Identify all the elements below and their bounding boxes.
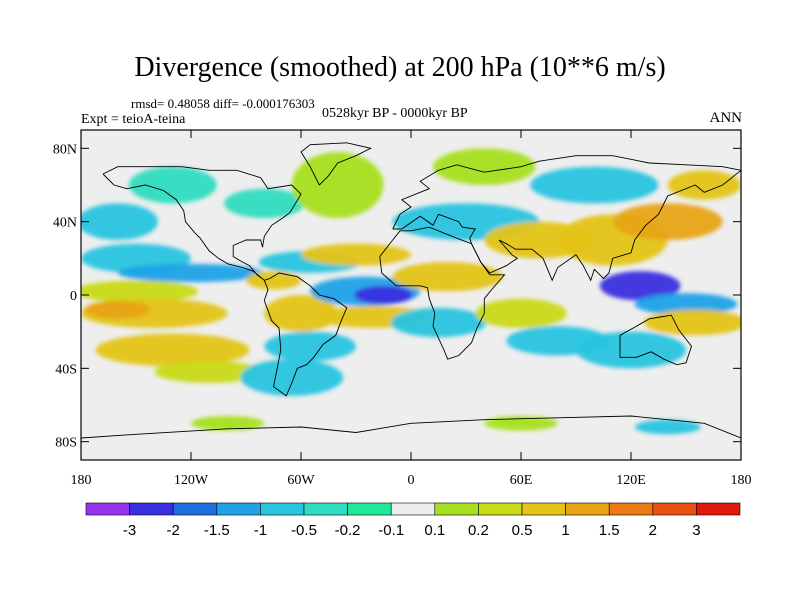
- contour-region-20: [392, 262, 503, 292]
- colorbar-label-9: 0.5: [512, 522, 533, 539]
- colorbar-label-10: 1: [561, 522, 569, 539]
- colorbar-swatch-13: [652, 502, 697, 516]
- colorbar-swatch-6: [347, 502, 392, 516]
- colorbar-label-8: 0.2: [468, 522, 489, 539]
- colorbar-swatch-2: [172, 502, 218, 516]
- colorbar-label-0: -3: [123, 522, 136, 539]
- contour-region-7: [81, 203, 158, 240]
- chart-title: Divergence (smoothed) at 200 hPa (10**6 …: [134, 52, 666, 83]
- coastline-2: [300, 142, 373, 186]
- colorbar-swatch-4: [260, 502, 305, 516]
- x-tick-label-0: 180: [71, 473, 92, 488]
- colorbar-swatch-12: [608, 502, 654, 516]
- x-tick-label-4: 60E: [510, 473, 533, 488]
- colorbar-swatch-3: [216, 502, 261, 516]
- colorbar-label-4: -0.5: [291, 522, 317, 539]
- contour-region-30: [643, 309, 741, 336]
- colorbar-swatch-1: [129, 502, 174, 516]
- contour-region-2: [84, 300, 151, 319]
- coastline-4: [379, 226, 506, 360]
- x-tick-label-2: 60W: [287, 473, 315, 488]
- x-tick-label-6: 180: [731, 473, 752, 488]
- season-label: ANN: [709, 110, 743, 126]
- contour-region-17: [354, 285, 413, 305]
- colorbar-swatch-8: [434, 502, 479, 516]
- colorbar-swatch-9: [478, 502, 523, 516]
- contour-region-10: [291, 152, 384, 218]
- contour-region-3: [95, 333, 250, 367]
- coastline-5: [619, 314, 693, 366]
- coastline-6: [81, 415, 741, 439]
- contour-region-21: [390, 307, 487, 338]
- y-tick-label-2: 0: [70, 289, 77, 304]
- colorbar-label-7: 0.1: [424, 522, 445, 539]
- colorbar-label-2: -1.5: [204, 522, 230, 539]
- y-tick-label-1: 40N: [53, 216, 77, 231]
- x-tick-label-5: 120E: [616, 473, 646, 488]
- y-tick-label-3: 40S: [55, 362, 77, 377]
- contour-fill-layer: [81, 148, 741, 435]
- x-axis: 180 120W 60W 0 60E 120E 180: [71, 130, 752, 488]
- period-label: 0528kyr BP - 0000kyr BP: [322, 106, 468, 121]
- contour-region-35: [191, 416, 265, 431]
- y-tick-label-0: 80N: [53, 142, 77, 157]
- colorbar-label-3: -1: [254, 522, 267, 539]
- colorbar-swatch-14: [696, 502, 741, 516]
- x-tick-label-3: 0: [408, 473, 415, 488]
- contour-region-31: [576, 331, 686, 369]
- colorbar-label-13: 3: [692, 522, 700, 539]
- colorbar-swatch-7: [390, 502, 436, 516]
- contour-region-33: [530, 166, 659, 204]
- contour-region-6: [117, 263, 265, 283]
- coastline-0: [102, 166, 302, 281]
- contour-region-15: [240, 359, 344, 396]
- contour-region-13: [264, 295, 338, 332]
- colorbar-label-1: -2: [167, 522, 180, 539]
- x-tick-label-1: 120W: [174, 473, 209, 488]
- contour-region-37: [634, 419, 701, 435]
- contour-region-4: [154, 361, 265, 383]
- contour-region-34: [433, 148, 536, 186]
- coastline-1: [263, 272, 348, 397]
- colorbar-swatch-0: [85, 502, 130, 516]
- contour-region-0: [81, 280, 199, 303]
- coastline-layer: [81, 142, 741, 439]
- colorbar-label-12: 2: [649, 522, 657, 539]
- contour-region-29: [634, 293, 738, 316]
- contour-region-19: [301, 243, 411, 266]
- contour-region-28: [599, 271, 681, 301]
- contour-region-9: [224, 188, 305, 218]
- colorbar: -3 -2 -1.5 -1 -0.5 -0.2 -0.1 0.1 0.2 0.5 1 1.5 2 3: [85, 502, 741, 539]
- colorbar-label-11: 1.5: [599, 522, 620, 539]
- colorbar-label-6: -0.1: [378, 522, 404, 539]
- y-tick-label-4: 80S: [55, 436, 77, 451]
- contour-region-24: [475, 298, 567, 329]
- colorbar-label-5: -0.2: [335, 522, 361, 539]
- contour-region-12: [246, 271, 301, 290]
- y-axis: 80N 40N 0 40S 80S: [53, 142, 741, 451]
- colorbar-swatch-11: [565, 502, 610, 516]
- contour-region-32: [667, 170, 741, 200]
- contour-region-14: [264, 331, 356, 362]
- colorbar-swatch-10: [521, 502, 566, 516]
- contour-region-27: [612, 203, 723, 241]
- colorbar-swatch-5: [303, 502, 348, 516]
- stats-text: rmsd= 0.48058 diff= -0.000176303: [131, 96, 315, 111]
- experiment-label: Expt = teioA-teina: [81, 112, 186, 127]
- contour-region-8: [128, 166, 217, 204]
